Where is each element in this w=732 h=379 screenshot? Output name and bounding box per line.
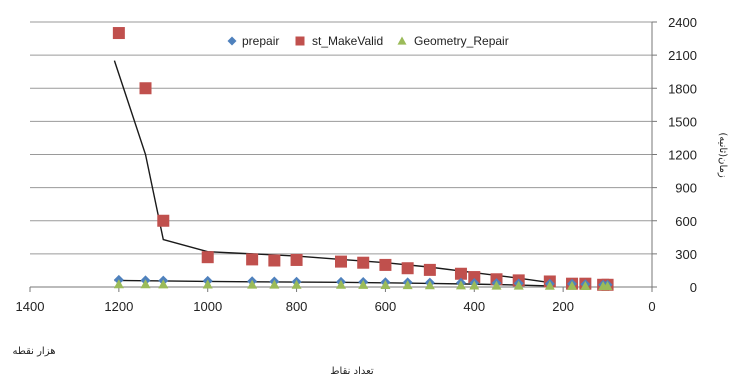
y-tick-label: 1800 xyxy=(668,81,697,96)
x-tick-label: 0 xyxy=(648,299,655,314)
marker-Geometry_Repair xyxy=(336,279,346,289)
legend-label-prepair: prepair xyxy=(242,34,279,48)
y-tick-label: 0 xyxy=(690,280,697,295)
marker-st_MakeValid xyxy=(112,27,125,40)
marker-Geometry_Repair xyxy=(247,279,258,289)
legend-marker-st_MakeValid xyxy=(295,36,305,46)
y-tick-label: 600 xyxy=(675,214,697,229)
y-tick-label: 1500 xyxy=(668,114,697,129)
marker-Geometry_Repair xyxy=(202,279,213,289)
legend-marker-prepair xyxy=(227,36,237,46)
marker-Geometry_Repair xyxy=(113,279,124,289)
marker-Geometry_Repair xyxy=(140,279,151,289)
data-markers xyxy=(112,27,614,291)
marker-Geometry_Repair xyxy=(513,280,524,290)
y-tick-label: 1200 xyxy=(668,148,697,163)
marker-Geometry_Repair xyxy=(602,281,613,291)
marker-st_MakeValid xyxy=(335,255,347,268)
grid-lines xyxy=(30,21,652,288)
trendlines xyxy=(113,60,550,287)
y-tick-label: 2100 xyxy=(668,48,697,63)
marker-Geometry_Repair xyxy=(455,280,466,290)
legend-marker-Geometry_Repair xyxy=(397,36,407,45)
trendline-st_MakeValid xyxy=(113,60,550,284)
marker-st_MakeValid xyxy=(379,258,392,271)
y-tick-label: 300 xyxy=(675,247,697,262)
marker-Geometry_Repair xyxy=(269,279,280,289)
marker-Geometry_Repair xyxy=(580,281,591,291)
x-tick-label: 1000 xyxy=(193,299,222,314)
marker-st_MakeValid xyxy=(290,253,303,266)
marker-st_MakeValid xyxy=(468,271,481,284)
marker-st_MakeValid xyxy=(157,214,170,227)
marker-st_MakeValid xyxy=(268,254,281,267)
marker-Geometry_Repair xyxy=(469,280,480,290)
marker-st_MakeValid xyxy=(201,251,214,264)
x-tick-label: 400 xyxy=(463,299,485,314)
marker-Geometry_Repair xyxy=(567,280,578,290)
marker-Geometry_Repair xyxy=(380,280,391,290)
marker-st_MakeValid xyxy=(139,82,152,95)
y-tick-label: 900 xyxy=(675,181,697,196)
marker-Geometry_Repair xyxy=(402,280,413,290)
x-tick-label: 200 xyxy=(552,299,574,314)
legend-label-Geometry_Repair: Geometry_Repair xyxy=(414,34,509,48)
marker-Geometry_Repair xyxy=(291,279,302,289)
marker-st_MakeValid xyxy=(423,263,436,276)
marker-Geometry_Repair xyxy=(491,280,502,290)
marker-st_MakeValid xyxy=(357,256,370,269)
legend: prepair st_MakeValid Geometry_Repair xyxy=(227,34,509,48)
x-tick-label: 1200 xyxy=(104,299,133,314)
y-tick-label: 2400 xyxy=(668,15,697,30)
marker-st_MakeValid xyxy=(401,262,414,275)
marker-st_MakeValid xyxy=(246,253,259,266)
x-tick-label: 1400 xyxy=(16,299,45,314)
x-axis-unit-label: هزار نقطه xyxy=(13,346,56,357)
marker-st_MakeValid xyxy=(454,267,467,280)
marker-Geometry_Repair xyxy=(424,280,435,290)
x-tick-labels: 1400 1200 1000 800 600 400 200 0 xyxy=(16,299,656,314)
legend-label-st_MakeValid: st_MakeValid xyxy=(312,34,383,48)
marker-Geometry_Repair xyxy=(544,280,555,290)
x-tick-label: 600 xyxy=(375,299,397,314)
marker-Geometry_Repair xyxy=(158,279,169,289)
x-tick-label: 800 xyxy=(286,299,308,314)
x-axis-title: تعداد نقاط xyxy=(330,366,374,377)
marker-Geometry_Repair xyxy=(358,279,369,289)
y-tick-labels: 0 300 600 900 1200 1500 1800 2100 2400 xyxy=(668,15,697,295)
y-axis-title: زمان(ثانیه) xyxy=(717,132,728,178)
trendline-prepair xyxy=(114,279,550,287)
axes xyxy=(29,21,657,292)
